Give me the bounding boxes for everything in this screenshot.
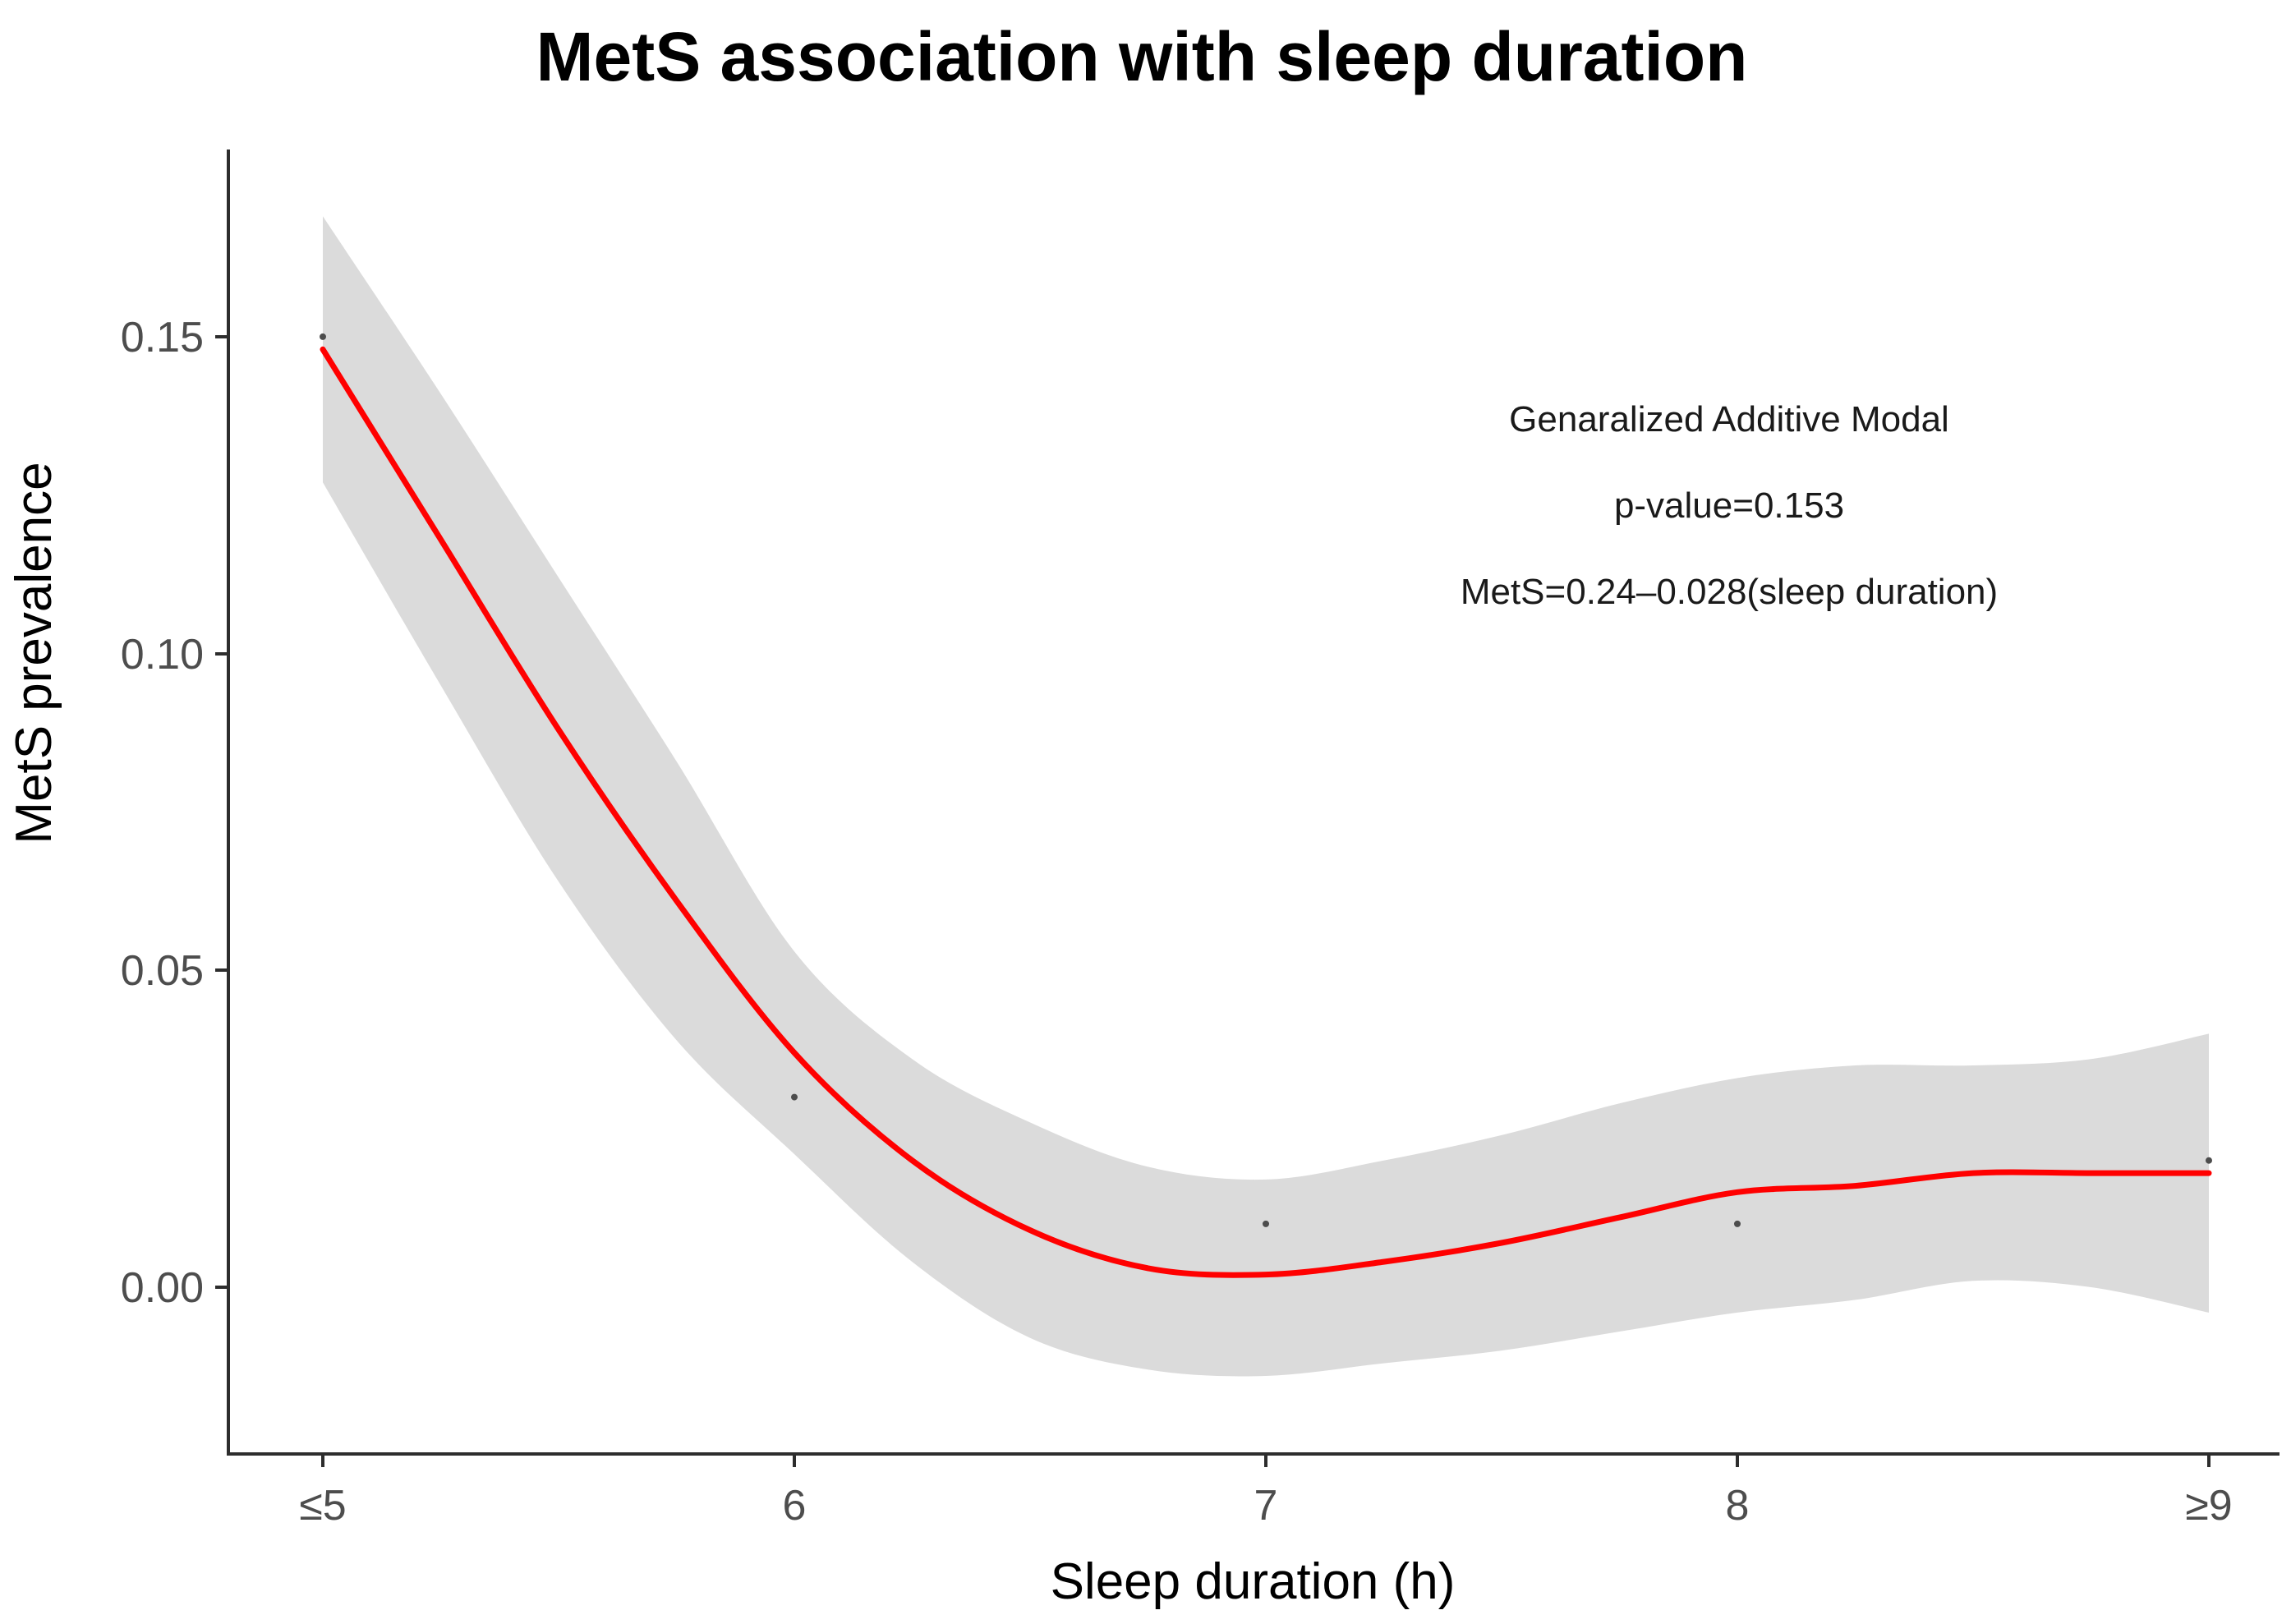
y-tick-label: 0.00 xyxy=(121,1264,204,1312)
annotation-model: Genaralized Additive Modal xyxy=(1509,399,1949,439)
x-tick-label: ≥9 xyxy=(2185,1482,2232,1530)
x-axis-title: Sleep duration (h) xyxy=(1051,1553,1456,1610)
data-point xyxy=(1263,1220,1269,1227)
x-tick-label: ≤5 xyxy=(299,1482,346,1530)
gam-fit-line xyxy=(320,346,2212,1278)
y-tick-labels: 0.15 0.10 0.05 0.00 xyxy=(121,314,204,1312)
x-tick-labels: ≤5 6 7 8 ≥9 xyxy=(299,1482,2232,1530)
y-axis-title: MetS prevalence xyxy=(6,462,62,844)
x-tick-marks xyxy=(321,1454,2210,1467)
data-point xyxy=(1734,1220,1741,1227)
x-tick-label: 7 xyxy=(1254,1482,1278,1530)
data-point xyxy=(791,1093,798,1101)
x-tick-label: 6 xyxy=(783,1482,807,1530)
data-points xyxy=(320,333,2212,1227)
annotation-block: Genaralized Additive Modal p-value=0.153… xyxy=(1461,399,1998,612)
confidence-band xyxy=(323,216,2209,1377)
y-tick-marks xyxy=(215,335,228,1289)
annotation-equation: MetS=0.24–0.028(sleep duration) xyxy=(1461,572,1998,612)
y-tick-label: 0.10 xyxy=(121,631,204,679)
x-tick-label: 8 xyxy=(1726,1482,1750,1530)
data-point xyxy=(320,333,326,340)
y-tick-label: 0.15 xyxy=(121,314,204,361)
annotation-pvalue: p-value=0.153 xyxy=(1614,485,1844,526)
chart-title: MetS association with sleep duration xyxy=(536,18,1748,95)
data-point xyxy=(2206,1157,2212,1164)
y-tick-label: 0.05 xyxy=(121,947,204,995)
